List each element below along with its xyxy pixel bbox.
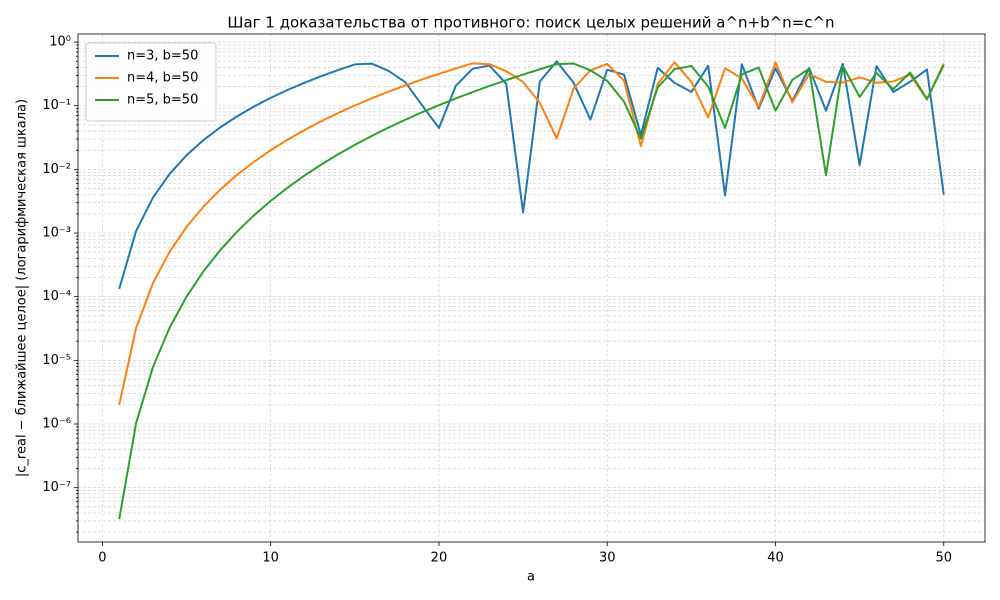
y-tick-label: 10⁻⁵ <box>42 353 71 368</box>
series-line <box>118 61 945 406</box>
y-tick-label: 10⁻⁴ <box>42 289 71 304</box>
chart-title: Шаг 1 доказательства от противного: поис… <box>227 14 834 32</box>
x-tick-label: 10 <box>262 551 279 566</box>
y-axis-label: |c_real − ближайшее целое| (логарифмичес… <box>15 99 30 477</box>
y-tick-label: 10⁻¹ <box>42 98 71 113</box>
legend-label: n=3, b=50 <box>127 49 198 64</box>
y-tick-label: 10⁻² <box>42 162 71 177</box>
y-tick-label: 10⁻³ <box>42 226 71 241</box>
x-tick-label: 30 <box>599 551 616 566</box>
x-tick-label: 20 <box>431 551 448 566</box>
series-line <box>118 60 945 290</box>
legend-box <box>85 42 217 122</box>
legend-label: n=4, b=50 <box>127 71 198 86</box>
x-axis-label: a <box>527 570 535 585</box>
x-tick-label: 0 <box>98 551 106 566</box>
x-tick-label: 50 <box>935 551 952 566</box>
y-tick-label: 10⁰ <box>49 35 71 50</box>
x-tick-label: 40 <box>767 551 784 566</box>
legend-label: n=5, b=50 <box>127 93 198 108</box>
series-line <box>118 62 945 520</box>
y-tick-label: 10⁻⁶ <box>42 416 71 431</box>
y-tick-label: 10⁻⁷ <box>42 480 71 495</box>
plot-frame <box>77 33 986 543</box>
